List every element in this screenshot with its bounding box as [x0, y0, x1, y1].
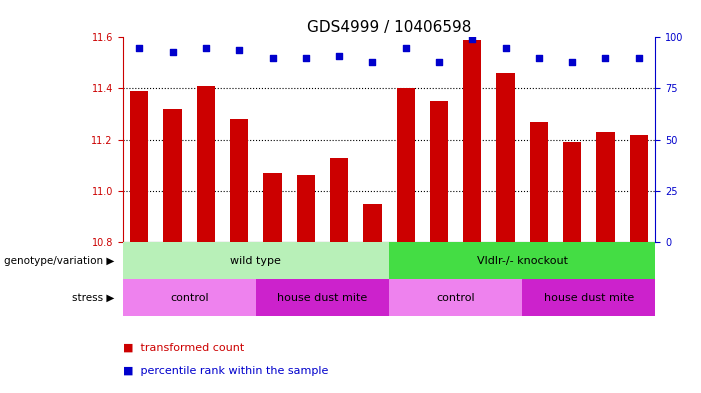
Point [566, 59, 578, 65]
Bar [389, 279, 522, 316]
Bar [389, 242, 655, 279]
Text: ■  transformed count: ■ transformed count [123, 343, 244, 353]
Point [400, 44, 411, 51]
Bar [123, 279, 256, 316]
Text: control: control [436, 293, 475, 303]
Bar [197, 86, 215, 242]
Bar [330, 158, 348, 242]
Bar [522, 279, 655, 316]
Bar [563, 142, 581, 242]
Bar [629, 134, 648, 242]
Point [467, 36, 478, 42]
Bar [264, 173, 282, 242]
Bar [123, 242, 389, 279]
Text: genotype/variation ▶: genotype/variation ▶ [4, 255, 115, 266]
Point [233, 46, 245, 53]
Point [500, 44, 511, 51]
Text: stress ▶: stress ▶ [72, 293, 115, 303]
Point [267, 55, 278, 61]
Point [334, 53, 345, 59]
Point [600, 55, 611, 61]
Point [367, 59, 378, 65]
Point [633, 55, 644, 61]
Text: wild type: wild type [231, 255, 281, 266]
Text: house dust mite: house dust mite [278, 293, 367, 303]
Point [134, 44, 145, 51]
Point [433, 59, 444, 65]
Text: control: control [170, 293, 209, 303]
Point [300, 55, 311, 61]
Point [200, 44, 212, 51]
Text: Vldlr-/- knockout: Vldlr-/- knockout [477, 255, 568, 266]
Point [533, 55, 545, 61]
Point [167, 48, 178, 55]
Bar [397, 88, 415, 242]
Text: ■  percentile rank within the sample: ■ percentile rank within the sample [123, 366, 328, 376]
Bar [430, 101, 448, 242]
Bar [163, 109, 182, 242]
Bar [230, 119, 248, 242]
Bar [530, 122, 548, 242]
Bar [463, 40, 482, 242]
Bar [496, 73, 515, 242]
Bar [256, 279, 389, 316]
Text: house dust mite: house dust mite [544, 293, 634, 303]
Title: GDS4999 / 10406598: GDS4999 / 10406598 [307, 20, 471, 35]
Bar [297, 175, 315, 242]
Bar [130, 91, 149, 242]
Bar [363, 204, 381, 242]
Bar [597, 132, 615, 242]
